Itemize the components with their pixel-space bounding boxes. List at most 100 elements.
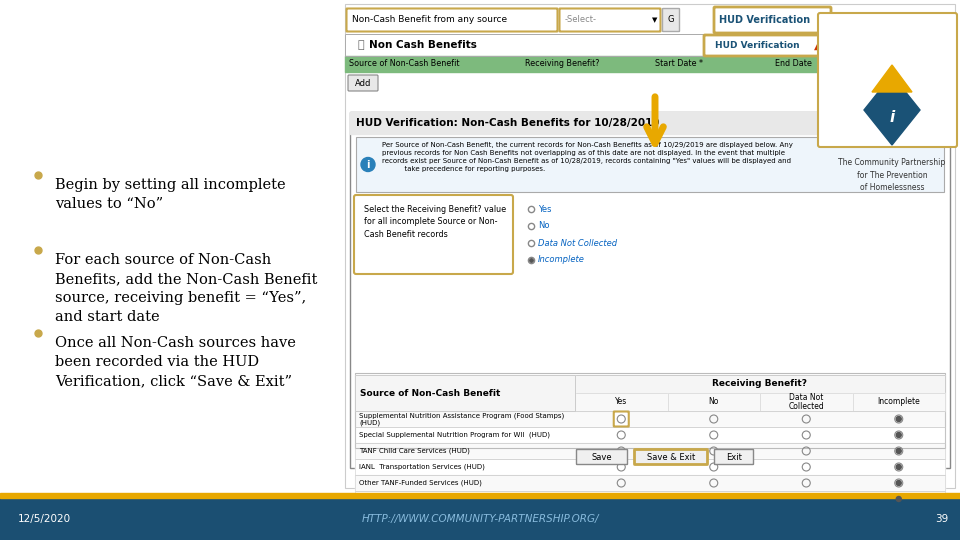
Text: Once all Non-Cash sources have
been recorded via the HUD
Verification, click “Sa: Once all Non-Cash sources have been reco… xyxy=(55,336,296,388)
Bar xyxy=(345,56,955,72)
Text: Begin by setting all incomplete
values to “No”: Begin by setting all incomplete values t… xyxy=(55,178,286,211)
Text: 12/5/2020: 12/5/2020 xyxy=(18,514,71,524)
Bar xyxy=(345,34,955,56)
Circle shape xyxy=(897,449,901,454)
FancyBboxPatch shape xyxy=(348,75,378,91)
FancyBboxPatch shape xyxy=(704,35,826,56)
Bar xyxy=(355,373,945,448)
Text: Supplemental Nutrition Assistance Program (Food Stamps)
(HUD): Supplemental Nutrition Assistance Progra… xyxy=(359,412,564,426)
Text: i: i xyxy=(889,111,895,125)
FancyBboxPatch shape xyxy=(560,9,660,31)
Text: Receiving Benefit?: Receiving Benefit? xyxy=(712,380,807,388)
Text: ⌕: ⌕ xyxy=(357,40,364,50)
Bar xyxy=(0,498,960,540)
Bar xyxy=(575,393,667,411)
Text: HUD Verification: HUD Verification xyxy=(714,41,800,50)
Text: Exit: Exit xyxy=(726,453,742,462)
Circle shape xyxy=(897,416,901,422)
Text: Yes: Yes xyxy=(538,205,551,213)
Text: TANF Child Care Services (HUD): TANF Child Care Services (HUD) xyxy=(359,448,469,454)
Bar xyxy=(355,375,575,411)
Polygon shape xyxy=(864,75,920,145)
Text: Other TANF-Funded Services (HUD): Other TANF-Funded Services (HUD) xyxy=(359,480,482,486)
Circle shape xyxy=(897,433,901,437)
FancyBboxPatch shape xyxy=(613,411,629,427)
Text: ▼: ▼ xyxy=(652,17,658,23)
FancyBboxPatch shape xyxy=(350,112,950,468)
Bar xyxy=(355,427,945,443)
Text: End Date: End Date xyxy=(775,59,812,69)
Text: Data Not
Collected: Data Not Collected xyxy=(788,393,824,411)
Bar xyxy=(345,4,955,488)
Bar xyxy=(355,459,945,475)
Bar xyxy=(355,411,945,427)
Text: No: No xyxy=(538,221,549,231)
Text: Non Cash Benefits: Non Cash Benefits xyxy=(369,40,477,50)
Text: Source of Non-Cash Benefit: Source of Non-Cash Benefit xyxy=(360,388,500,397)
Text: ▲: ▲ xyxy=(814,40,822,51)
Bar xyxy=(355,443,945,459)
Bar xyxy=(852,393,945,411)
Bar xyxy=(355,459,945,475)
FancyBboxPatch shape xyxy=(635,449,708,464)
Text: Save: Save xyxy=(591,453,612,462)
Bar xyxy=(760,393,852,411)
Text: Incomplete: Incomplete xyxy=(877,397,920,407)
Text: Per Source of Non-Cash Benefit, the current records for Non-Cash Benefits as of : Per Source of Non-Cash Benefit, the curr… xyxy=(382,142,793,172)
Text: -Select-: -Select- xyxy=(565,16,597,24)
Bar xyxy=(355,491,945,507)
Text: Save & Exit: Save & Exit xyxy=(647,453,695,462)
Text: The Community Partnership
for The Prevention
of Homelessness: The Community Partnership for The Preven… xyxy=(838,158,946,192)
FancyBboxPatch shape xyxy=(818,13,957,147)
Bar xyxy=(0,493,960,498)
Text: IANL  Transportation Services (HUD): IANL Transportation Services (HUD) xyxy=(359,464,485,470)
Text: HUD Verification: Non-Cash Benefits for 10/28/2019: HUD Verification: Non-Cash Benefits for … xyxy=(356,118,660,128)
FancyBboxPatch shape xyxy=(347,9,558,31)
Text: Receiving Benefit?: Receiving Benefit? xyxy=(525,59,599,69)
Text: G: G xyxy=(668,16,674,24)
Bar xyxy=(667,393,760,411)
Text: 39: 39 xyxy=(935,514,948,524)
Bar xyxy=(345,4,955,488)
FancyBboxPatch shape xyxy=(714,7,831,33)
Text: Yes: Yes xyxy=(615,397,628,407)
FancyBboxPatch shape xyxy=(354,195,513,274)
Text: ▲: ▲ xyxy=(819,15,827,25)
Text: Data Not Collected: Data Not Collected xyxy=(538,239,617,247)
Text: Incomplete: Incomplete xyxy=(538,255,585,265)
Text: Non-Cash Benefit from any source: Non-Cash Benefit from any source xyxy=(352,16,507,24)
Bar xyxy=(852,393,945,411)
FancyBboxPatch shape xyxy=(714,449,754,464)
Text: i: i xyxy=(367,159,370,170)
Text: HUD Verification: HUD Verification xyxy=(719,15,810,25)
Bar xyxy=(575,375,945,393)
Circle shape xyxy=(897,464,901,469)
Bar xyxy=(345,34,955,56)
Bar xyxy=(667,393,760,411)
Bar xyxy=(575,375,945,393)
Bar xyxy=(355,427,945,443)
Bar xyxy=(575,393,667,411)
Bar xyxy=(350,112,950,134)
FancyBboxPatch shape xyxy=(662,9,680,31)
Circle shape xyxy=(897,481,901,485)
Circle shape xyxy=(897,496,901,502)
Bar xyxy=(355,375,575,411)
Bar xyxy=(760,393,852,411)
Bar xyxy=(355,475,945,491)
Text: Other Source (HUD): Other Source (HUD) xyxy=(359,496,428,502)
Text: No: No xyxy=(708,397,719,407)
Text: Source of Non-Cash Benefit: Source of Non-Cash Benefit xyxy=(349,59,460,69)
Circle shape xyxy=(361,158,375,172)
Text: Special Supplemental Nutrition Program for WII  (HUD): Special Supplemental Nutrition Program f… xyxy=(359,432,550,438)
Text: Select the Receiving Benefit? value
for all incomplete Source or Non-
Cash Benef: Select the Receiving Benefit? value for … xyxy=(364,205,506,239)
Text: Add: Add xyxy=(355,78,372,87)
Bar xyxy=(355,491,945,507)
Text: For each source of Non-Cash
Benefits, add the Non-Cash Benefit
source, receiving: For each source of Non-Cash Benefits, ad… xyxy=(55,253,318,324)
Text: Start Date *: Start Date * xyxy=(655,59,703,69)
Text: HTTP://WWW.COMMUNITY-PARTNERSHIP.ORG/: HTTP://WWW.COMMUNITY-PARTNERSHIP.ORG/ xyxy=(361,514,599,524)
FancyBboxPatch shape xyxy=(356,137,944,192)
FancyBboxPatch shape xyxy=(577,449,628,464)
Bar xyxy=(355,411,945,427)
Bar xyxy=(355,475,945,491)
